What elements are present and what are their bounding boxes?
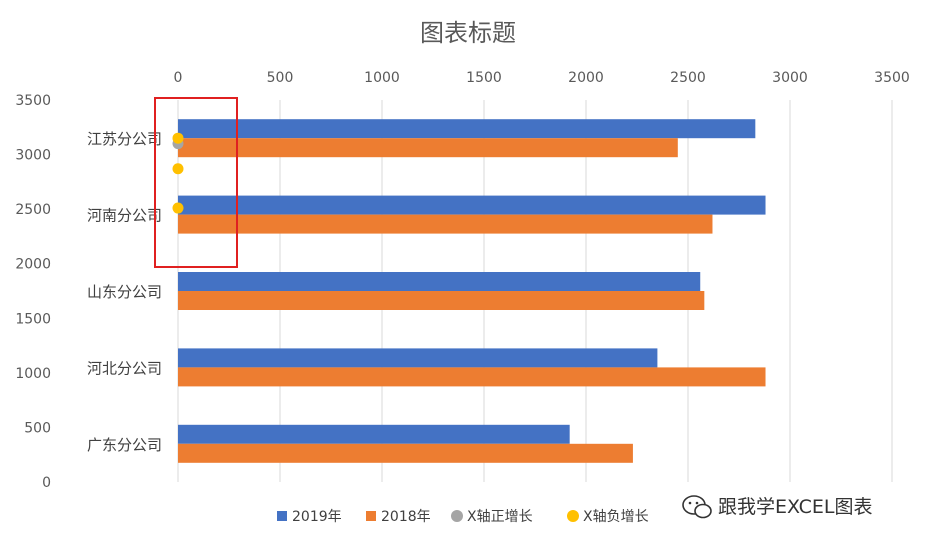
legend-label: 2019年 [292,509,342,525]
category-labels: 广东分公司 河北分公司 山东分公司 河南分公司 江苏分公司 [87,130,162,454]
legend-label: X轴正增长 [467,509,533,525]
y-tick-label: 500 [24,420,51,436]
legend-label: X轴负增长 [583,509,649,525]
watermark: 跟我学EXCEL图表 [682,495,873,519]
bar-series-1 [178,195,766,215]
y-tick-label: 3000 [15,148,51,164]
x-tick-label: 2500 [670,70,706,86]
scatter-point [172,132,184,144]
legend-marker [277,511,287,521]
x-tick-label: 3000 [772,70,808,86]
bar-series-1 [178,272,701,291]
bar-series-1 [178,424,570,444]
y-tick-label: 1000 [15,366,51,382]
category-label: 河南分公司 [87,207,162,225]
bar-series-2 [178,367,766,387]
highlight-box [154,97,238,268]
x-tick-label: 1000 [364,70,400,86]
y-tick-label: 3500 [15,93,51,109]
category-label: 山东分公司 [87,283,162,301]
bar-series-1 [178,348,658,368]
x-tick-label: 0 [174,70,183,86]
legend: 2019年 2018年 X轴正增长 X轴负增长 [277,509,649,525]
scatter-point [172,163,184,175]
legend-marker [366,511,376,521]
y-tick-label: 1500 [15,311,51,327]
y-tick-label: 2500 [15,202,51,218]
bar-series-2 [178,138,678,158]
x-tick-label: 3500 [874,70,910,86]
watermark-text: 跟我学EXCEL图表 [718,496,873,518]
category-label: 广东分公司 [87,436,162,454]
legend-marker [451,510,463,522]
x-axis-ticks: 0 500 1000 1500 2000 2500 3000 3500 [174,70,910,86]
y-tick-label: 2000 [15,257,51,273]
scatter-point [172,202,184,214]
legend-label: 2018年 [381,509,431,525]
category-label: 河北分公司 [87,359,162,377]
category-label: 江苏分公司 [87,130,162,148]
bar-series-1 [178,119,756,139]
bar-series-2 [178,291,705,310]
bars [178,119,766,463]
bar-series-2 [178,443,633,463]
y-axis-ticks: 0 500 1000 1500 2000 2500 3000 3500 [15,93,51,491]
bar-series-2 [178,214,713,234]
y-tick-label: 0 [42,475,51,491]
wechat-icon [682,495,712,519]
x-tick-label: 2000 [568,70,604,86]
x-tick-label: 1500 [466,70,502,86]
scatter-points [172,132,184,214]
chart-title: 图表标题 [420,19,516,47]
x-tick-label: 500 [267,70,294,86]
legend-marker [567,510,579,522]
